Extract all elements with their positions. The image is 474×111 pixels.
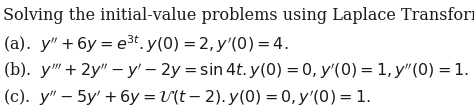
Text: (b).  $y''' + 2y'' - y' - 2y = \sin 4t.y(0) = 0, y'(0) = 1, y''(0) = 1.$: (b). $y''' + 2y'' - y' - 2y = \sin 4t.y(… — [3, 60, 470, 81]
Text: Solving the initial-value problems using Laplace Transform.: Solving the initial-value problems using… — [3, 7, 474, 24]
Text: (c).  $y'' - 5y' + 6y = \mathcal{U}(t-2).y(0) = 0, y'(0) = 1.$: (c). $y'' - 5y' + 6y = \mathcal{U}(t-2).… — [3, 88, 371, 108]
Text: (a).  $y'' + 6y = e^{3t}.y(0) = 2, y'(0) = 4.$: (a). $y'' + 6y = e^{3t}.y(0) = 2, y'(0) … — [3, 33, 289, 55]
